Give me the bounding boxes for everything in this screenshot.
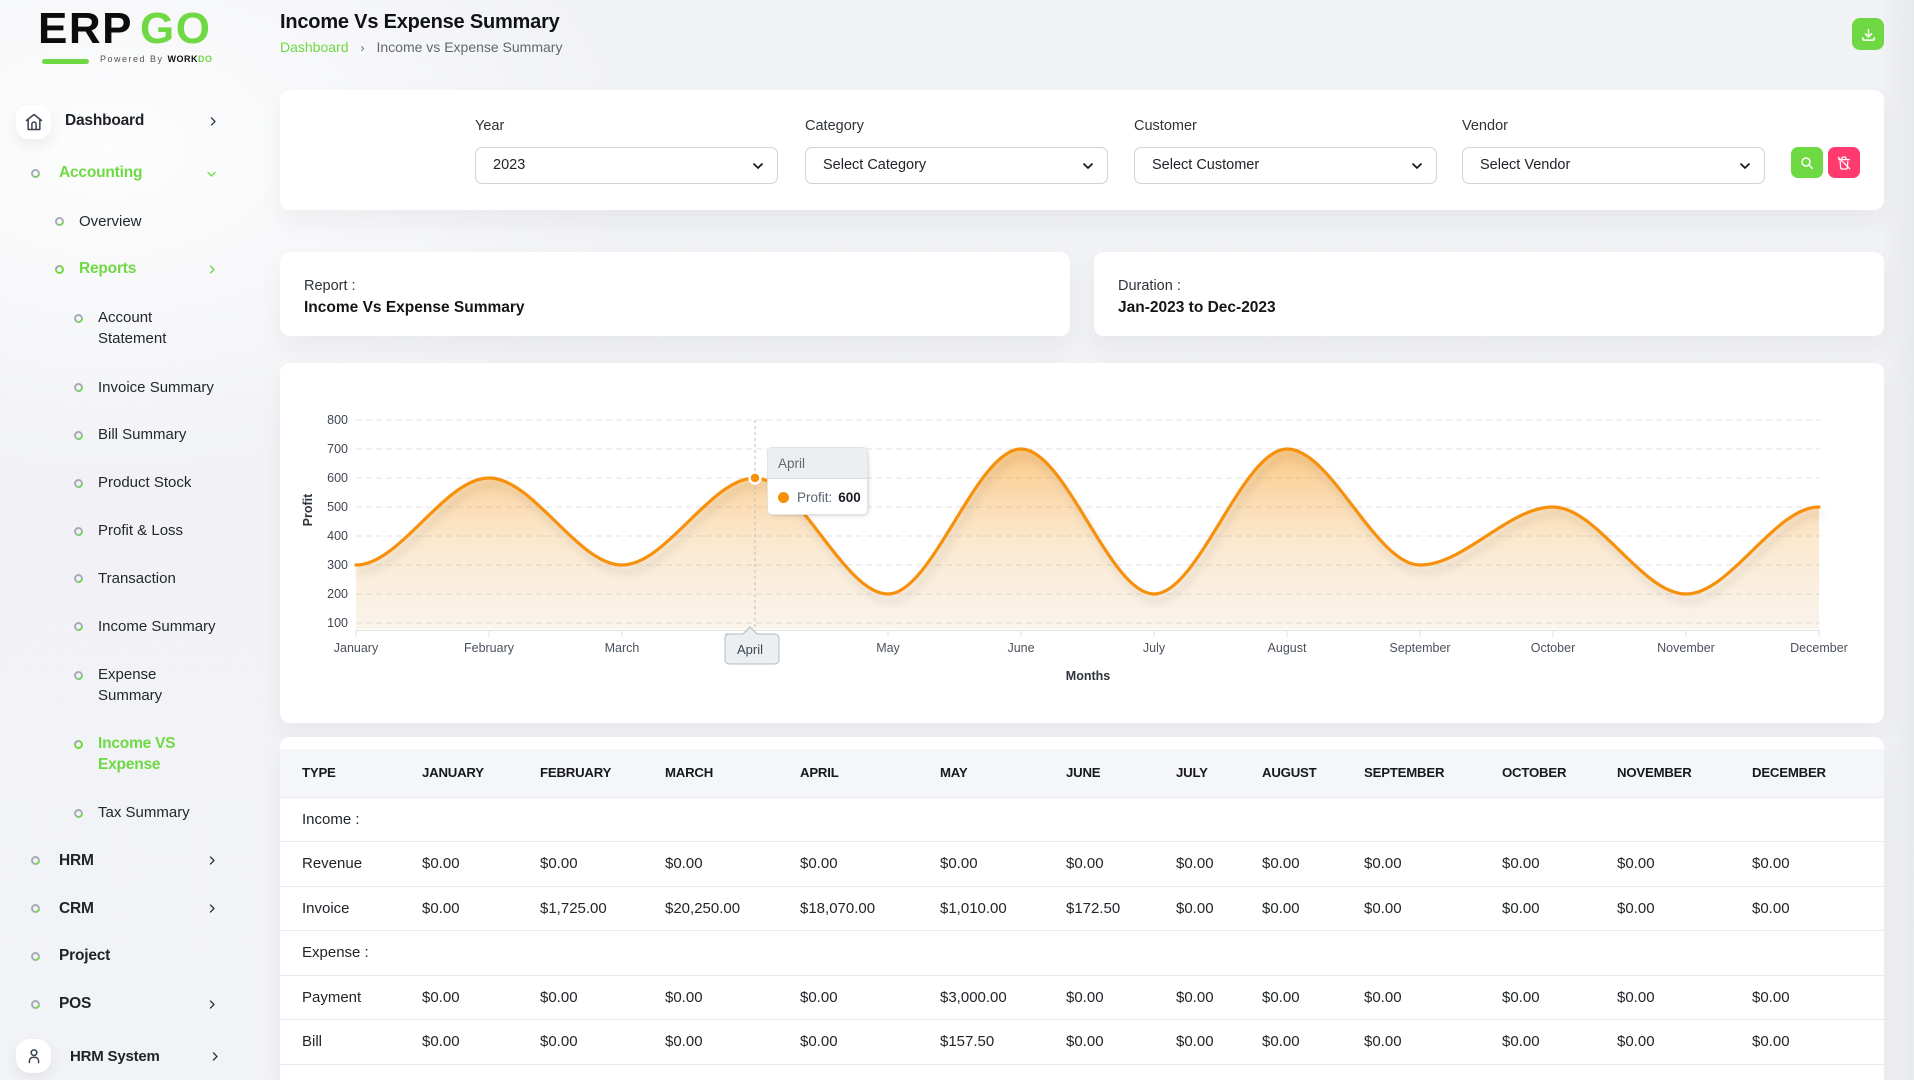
svg-text:June: June bbox=[1007, 641, 1034, 655]
svg-text:September: September bbox=[1389, 641, 1450, 655]
svg-text:July: July bbox=[1143, 641, 1166, 655]
svg-text:800: 800 bbox=[327, 413, 348, 427]
svg-text:November: November bbox=[1657, 641, 1715, 655]
svg-text:400: 400 bbox=[327, 529, 348, 543]
svg-text:700: 700 bbox=[327, 442, 348, 456]
svg-text:August: August bbox=[1268, 641, 1307, 655]
svg-text:February: February bbox=[464, 641, 515, 655]
svg-text:May: May bbox=[876, 641, 900, 655]
svg-text:April: April bbox=[737, 642, 763, 657]
svg-text:Months: Months bbox=[1066, 669, 1110, 683]
svg-text:January: January bbox=[334, 641, 379, 655]
svg-text:March: March bbox=[605, 641, 640, 655]
svg-text:500: 500 bbox=[327, 500, 348, 514]
svg-text:200: 200 bbox=[327, 587, 348, 601]
svg-text:December: December bbox=[1790, 641, 1848, 655]
svg-text:300: 300 bbox=[327, 558, 348, 572]
svg-text:600: 600 bbox=[327, 471, 348, 485]
svg-text:October: October bbox=[1531, 641, 1575, 655]
svg-text:Profit: Profit bbox=[301, 493, 315, 526]
svg-text:100: 100 bbox=[327, 616, 348, 630]
